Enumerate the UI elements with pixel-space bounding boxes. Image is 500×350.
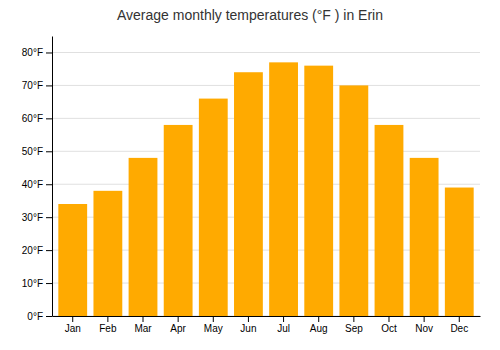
grid-line xyxy=(52,118,480,119)
grid-line xyxy=(52,85,480,86)
x-tick-label: Mar xyxy=(134,323,152,334)
y-tick: 60°F xyxy=(22,113,52,124)
grid xyxy=(52,52,480,316)
x-tick-label: Nov xyxy=(415,323,433,334)
bar xyxy=(199,99,228,316)
x-tick-mark xyxy=(107,316,108,322)
x-tick-label: Jun xyxy=(240,323,256,334)
bar xyxy=(93,191,122,316)
x-tick: Jun xyxy=(240,316,256,334)
y-tick-label: 80°F xyxy=(22,47,43,58)
y-tick-mark xyxy=(46,250,52,251)
marks xyxy=(58,62,473,316)
y-tick-label: 0°F xyxy=(27,311,43,322)
bar xyxy=(129,158,158,316)
grid-line xyxy=(52,52,480,53)
bar xyxy=(269,62,298,316)
y-tick-mark xyxy=(46,283,52,284)
y-tick: 0°F xyxy=(27,311,52,322)
y-tick-mark xyxy=(46,85,52,86)
plot: 0°F 10°F 20°F 30°F 40°F 50°F 60°F 70°F 80°F Jan Fe… xyxy=(22,37,481,335)
y-tick-label: 10°F xyxy=(22,278,43,289)
x-tick-mark xyxy=(388,316,389,322)
y-tick: 80°F xyxy=(22,47,52,58)
x-tick-label: Sep xyxy=(345,323,363,334)
y-tick-label: 60°F xyxy=(22,113,43,124)
x-tick-mark xyxy=(178,316,179,322)
x-tick-label: Aug xyxy=(310,323,328,334)
y-tick-mark xyxy=(46,184,52,185)
chart: Average monthly temperatures (°F ) in Er… xyxy=(0,0,500,350)
x-tick: Dec xyxy=(450,316,468,334)
x-tick: Apr xyxy=(170,316,186,334)
grid-line xyxy=(52,151,480,152)
y-tick-mark xyxy=(46,118,52,119)
x-tick-label: Jan xyxy=(65,323,81,334)
x-tick-label: Dec xyxy=(450,323,468,334)
x-tick: May xyxy=(204,316,223,334)
x-tick: Aug xyxy=(310,316,328,334)
y-tick-mark xyxy=(46,316,52,317)
x-axis-line xyxy=(53,316,481,317)
bar xyxy=(304,66,333,316)
y-tick-label: 50°F xyxy=(22,146,43,157)
x-tick-mark xyxy=(143,316,144,322)
x-tick-label: Feb xyxy=(99,323,117,334)
y-tick-mark xyxy=(46,217,52,218)
x-tick: Oct xyxy=(381,316,397,334)
x-tick: Jan xyxy=(65,316,81,334)
bar xyxy=(164,125,193,316)
y-tick: 50°F xyxy=(22,146,52,157)
x-tick-mark xyxy=(72,316,73,322)
y-tick: 40°F xyxy=(22,179,52,190)
y-tick-mark xyxy=(46,52,52,53)
y-tick-label: 40°F xyxy=(22,179,43,190)
x-tick-label: Jul xyxy=(277,323,290,334)
bar xyxy=(445,188,474,316)
x-tick-mark xyxy=(248,316,249,322)
y-tick: 30°F xyxy=(22,212,52,223)
y-tick-mark xyxy=(46,151,52,152)
x-tick: Mar xyxy=(134,316,152,334)
x-tick-mark xyxy=(318,316,319,322)
y-tick-label: 30°F xyxy=(22,212,43,223)
y-tick: 10°F xyxy=(22,278,52,289)
y-tick: 70°F xyxy=(22,80,52,91)
bar xyxy=(234,72,263,316)
y-axis-line xyxy=(52,37,53,317)
bar xyxy=(58,204,87,316)
y-axis: 0°F 10°F 20°F 30°F 40°F 50°F 60°F 70°F 80°F xyxy=(22,37,53,322)
y-tick-label: 20°F xyxy=(22,245,43,256)
bar xyxy=(339,85,368,316)
bar xyxy=(410,158,439,316)
x-tick-mark xyxy=(424,316,425,322)
x-tick-mark xyxy=(353,316,354,322)
x-tick-mark xyxy=(459,316,460,322)
y-tick: 20°F xyxy=(22,245,52,256)
x-tick-label: Oct xyxy=(381,323,397,334)
x-tick-label: May xyxy=(204,323,223,334)
title: Average monthly temperatures (°F ) in Er… xyxy=(117,7,383,23)
y-tick-label: 70°F xyxy=(22,80,43,91)
x-tick-mark xyxy=(283,316,284,322)
bar xyxy=(375,125,404,316)
x-tick: Feb xyxy=(99,316,117,334)
x-tick: Jul xyxy=(277,316,290,334)
x-tick-label: Apr xyxy=(170,323,186,334)
x-axis: Jan Feb Mar Apr May Jun Jul Aug Sep Oct Nov Dec xyxy=(53,316,481,334)
x-tick-mark xyxy=(213,316,214,322)
x-tick: Sep xyxy=(345,316,363,334)
x-tick: Nov xyxy=(415,316,433,334)
